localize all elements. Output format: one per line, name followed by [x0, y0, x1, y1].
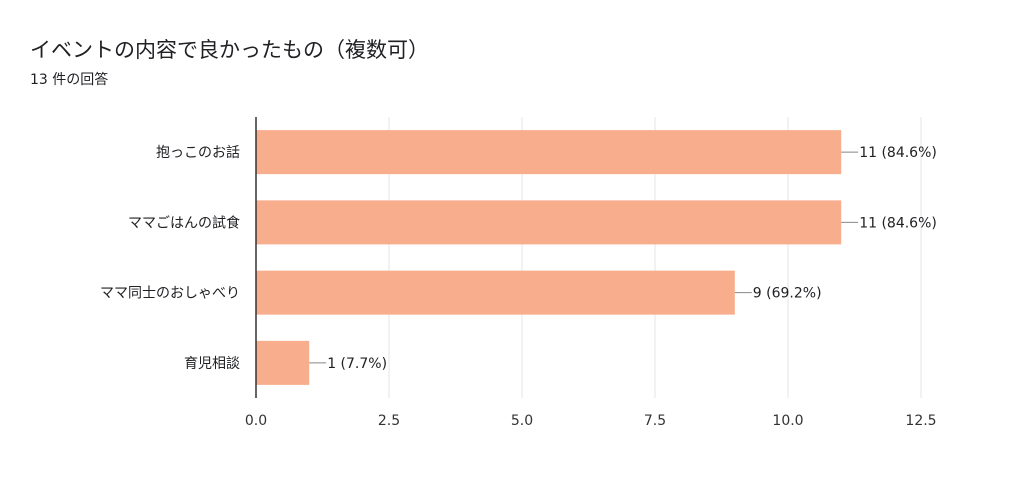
bars	[256, 130, 842, 385]
bar	[256, 130, 842, 175]
x-tick-label: 5.0	[511, 413, 533, 429]
bar	[256, 270, 735, 315]
data-label: 9 (69.2%)	[753, 286, 822, 302]
chart-title: イベントの内容で良かったもの（複数可）	[30, 38, 429, 62]
data-label: 1 (7.7%)	[327, 356, 387, 372]
bar	[256, 200, 842, 245]
response-count: 13 件の回答	[30, 72, 109, 88]
category-label: ママ同士のおしゃべり	[100, 286, 240, 302]
data-label: 11 (84.6%)	[859, 145, 937, 161]
labels: 0.0 2.5 5.0 7.5 10.0 12.5 抱っこのお話 11 (84.6%) ママごは…	[100, 144, 937, 429]
bar	[256, 340, 310, 385]
category-label: ママごはんの試食	[128, 214, 240, 231]
x-tick-label: 2.5	[378, 413, 400, 429]
x-tick-label: 10.0	[772, 413, 803, 429]
category-label: 抱っこのお話	[156, 144, 240, 161]
data-label: 11 (84.6%)	[859, 215, 937, 231]
category-label: 育児相談	[184, 356, 240, 372]
x-tick-label: 7.5	[644, 413, 666, 429]
x-tick-label: 12.5	[905, 413, 936, 429]
x-tick-label: 0.0	[245, 413, 267, 429]
